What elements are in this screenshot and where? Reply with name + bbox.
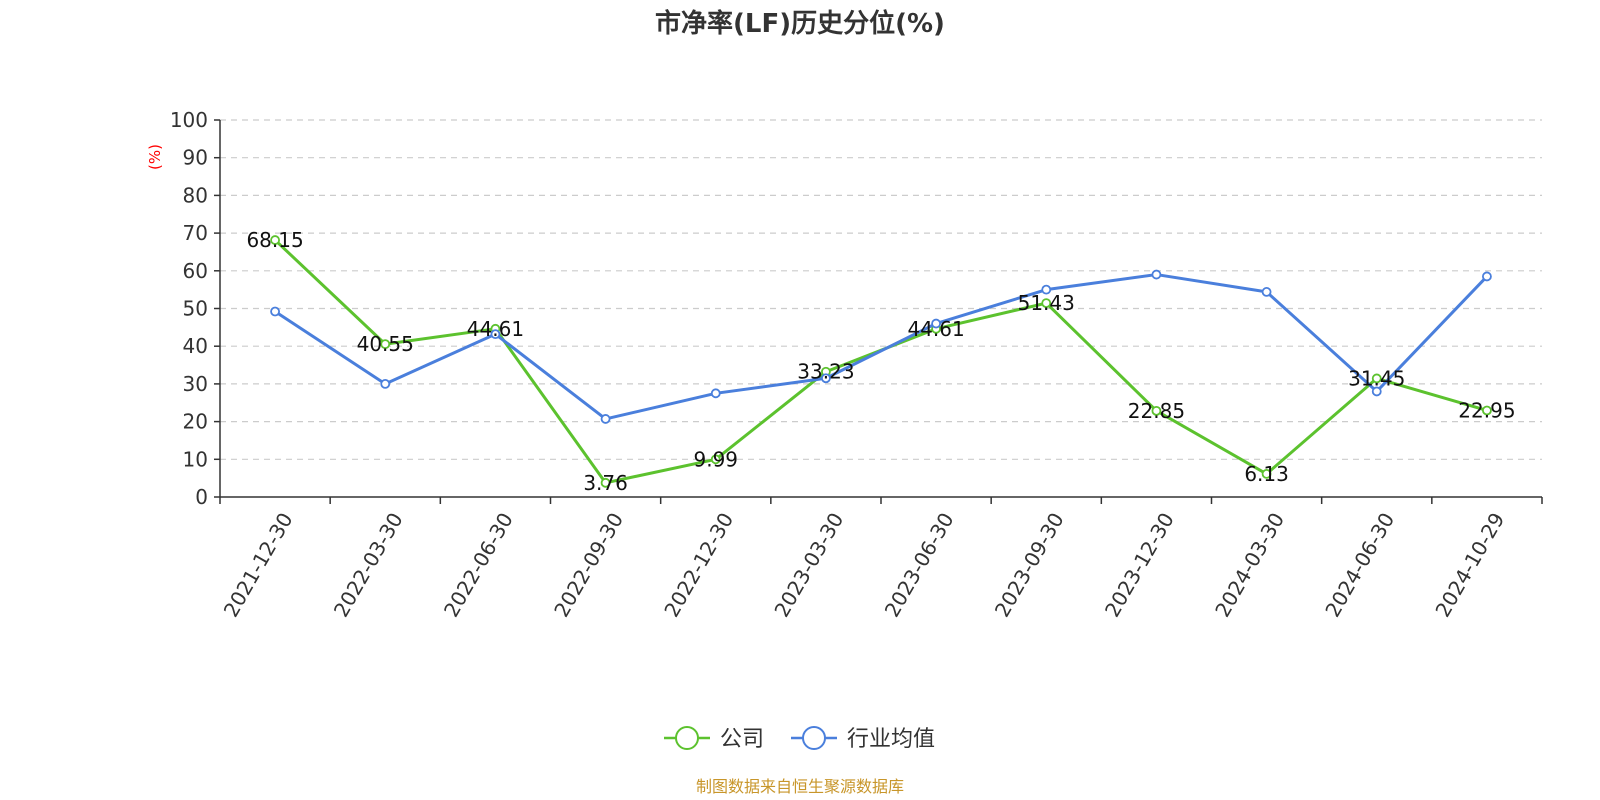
- legend-item-company[interactable]: 公司: [664, 726, 764, 752]
- data-label: 9.99: [693, 447, 738, 471]
- data-point[interactable]: [380, 378, 391, 389]
- x-tick-label: 2023-06-30: [880, 508, 959, 621]
- data-point[interactable]: [1041, 298, 1052, 309]
- chart-title: 市净率(LF)历史分位(%): [655, 8, 945, 39]
- x-tick-label: 2024-06-30: [1320, 509, 1399, 622]
- data-point[interactable]: [710, 454, 721, 465]
- y-axis-unit-label: (%): [146, 144, 164, 170]
- data-label: 40.55: [357, 332, 414, 356]
- series-line: [274, 273, 1488, 421]
- data-label: 3.76: [583, 471, 628, 495]
- y-axis-ticks: 0 10 20 30 40 50 60 70 80 90 100: [170, 108, 220, 509]
- legend: 公司 行业均值: [664, 726, 935, 752]
- data-labels: 68.15 40.55 44.61 3.76 9.99 33.23 44.61 51.43 22…: [246, 228, 1515, 495]
- data-point[interactable]: [1482, 271, 1492, 282]
- y-tick-label: 40: [183, 334, 208, 358]
- data-label: 44.61: [467, 317, 524, 341]
- data-point[interactable]: [600, 414, 611, 424]
- y-tick-label: 100: [170, 108, 208, 132]
- data-label: 33.23: [797, 360, 854, 384]
- x-tick-label: 2022-09-30: [549, 509, 628, 622]
- y-tick-label: 10: [183, 447, 208, 471]
- data-point[interactable]: [821, 373, 831, 384]
- source-note: 制图数据来自恒生聚源数据库: [696, 777, 904, 796]
- gridlines: [220, 119, 1542, 460]
- series-line: [274, 238, 1488, 485]
- y-tick-label: 90: [183, 146, 208, 170]
- data-label: 6.13: [1244, 462, 1289, 486]
- legend-label: 公司: [720, 727, 764, 752]
- data-point[interactable]: [490, 329, 501, 340]
- y-tick-label: 80: [183, 183, 208, 207]
- data-label: 44.61: [907, 317, 964, 341]
- x-tick-label: 2023-03-30: [769, 509, 848, 622]
- y-tick-label: 70: [183, 221, 208, 245]
- y-tick-label: 0: [195, 485, 208, 509]
- series-layer: [270, 235, 1492, 488]
- data-label: 22.85: [1128, 399, 1185, 423]
- data-point[interactable]: [270, 306, 280, 317]
- data-point[interactable]: [270, 235, 280, 245]
- data-point[interactable]: [710, 388, 721, 399]
- data-point[interactable]: [931, 318, 941, 329]
- series-company: [270, 235, 1492, 488]
- x-tick-label: 2023-12-30: [1100, 509, 1179, 622]
- data-point[interactable]: [1371, 386, 1382, 397]
- x-axis-ticks: 2021-12-30 2022-03-30 2022-06-30 2022-09-30…: [219, 497, 1543, 622]
- x-tick-label: 2022-12-30: [659, 509, 738, 622]
- series-industry-mean: [270, 269, 1492, 424]
- y-tick-label: 60: [183, 259, 208, 283]
- data-point[interactable]: [1482, 405, 1492, 416]
- data-point[interactable]: [1041, 284, 1052, 295]
- legend-marker-icon: [675, 726, 699, 750]
- data-label: 31.45: [1348, 366, 1405, 390]
- legend-label: 行业均值: [847, 727, 935, 752]
- y-tick-label: 20: [183, 410, 208, 434]
- x-tick-label: 2022-06-30: [439, 508, 518, 621]
- y-tick-label: 50: [183, 297, 208, 321]
- legend-item-industry-mean[interactable]: 行业均值: [791, 726, 935, 752]
- x-tick-label: 2024-10-29: [1430, 509, 1509, 622]
- data-label: 22.95: [1458, 398, 1515, 422]
- x-tick-label: 2023-09-30: [990, 509, 1069, 622]
- data-point[interactable]: [600, 477, 611, 488]
- x-tick-label: 2022-03-30: [329, 509, 408, 622]
- data-label: 68.15: [246, 228, 303, 252]
- data-point[interactable]: [1151, 405, 1162, 416]
- legend-marker-icon: [802, 726, 826, 750]
- y-tick-label: 30: [183, 372, 208, 396]
- data-point[interactable]: [1151, 269, 1162, 280]
- x-tick-label: 2024-03-30: [1210, 509, 1289, 622]
- data-point[interactable]: [1371, 373, 1382, 384]
- data-point[interactable]: [1261, 287, 1272, 297]
- data-point[interactable]: [380, 339, 391, 350]
- data-label: 51.43: [1018, 291, 1075, 315]
- x-tick-label: 2021-12-30: [219, 509, 298, 622]
- data-point[interactable]: [1261, 468, 1272, 479]
